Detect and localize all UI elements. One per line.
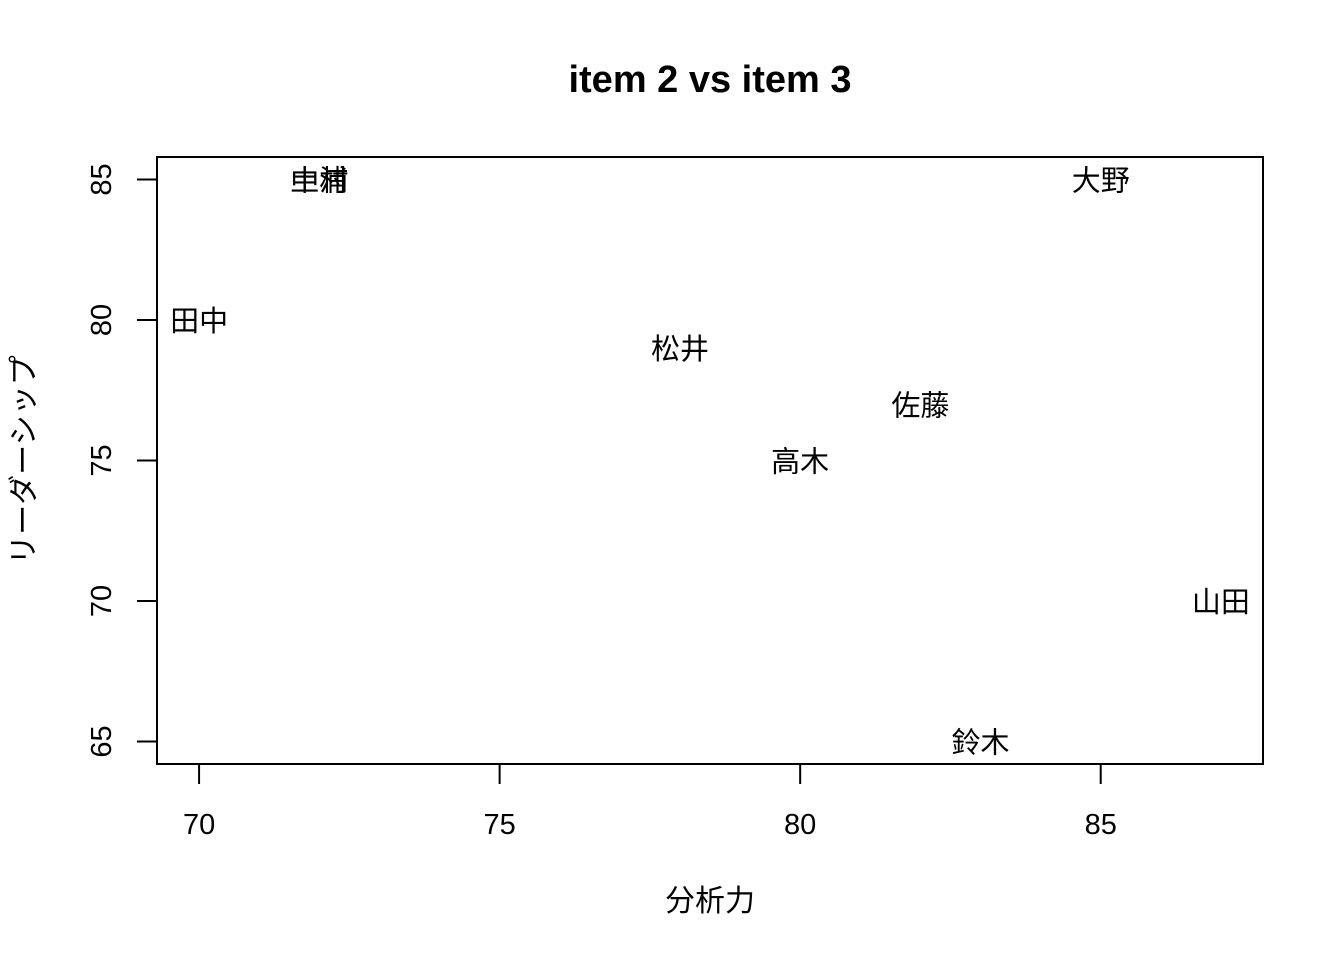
point-label: 山田 bbox=[1192, 585, 1250, 619]
y-axis-label: リーダーシップ bbox=[7, 355, 42, 564]
y-tick-label: 70 bbox=[86, 585, 118, 617]
point-label: 佐藤 bbox=[891, 388, 949, 422]
x-tick-label: 70 bbox=[183, 809, 215, 841]
point-label: 鈴木 bbox=[951, 726, 1009, 760]
y-tick-label: 65 bbox=[86, 725, 118, 757]
x-tick-label: 85 bbox=[1085, 809, 1117, 841]
x-tick-label: 75 bbox=[483, 809, 515, 841]
point-label: 松井 bbox=[651, 332, 709, 366]
point-label: 中村 bbox=[290, 163, 348, 197]
point-label: 土浦 bbox=[290, 163, 348, 197]
x-tick-label: 80 bbox=[784, 809, 816, 841]
plot-frame bbox=[156, 156, 1264, 765]
x-axis-label: 分析力 bbox=[665, 884, 755, 919]
y-axis: 65 70 75 80 85 bbox=[86, 163, 157, 758]
y-tick-label: 85 bbox=[86, 163, 118, 195]
x-axis: 70 75 80 85 bbox=[183, 764, 1117, 841]
point-label: 田中 bbox=[170, 304, 228, 338]
point-label: 大野 bbox=[1072, 163, 1130, 197]
chart-title: item 2 vs item 3 bbox=[568, 59, 851, 101]
point-label: 高木 bbox=[771, 445, 829, 479]
y-tick-label: 80 bbox=[86, 304, 118, 336]
y-tick-label: 75 bbox=[86, 444, 118, 476]
